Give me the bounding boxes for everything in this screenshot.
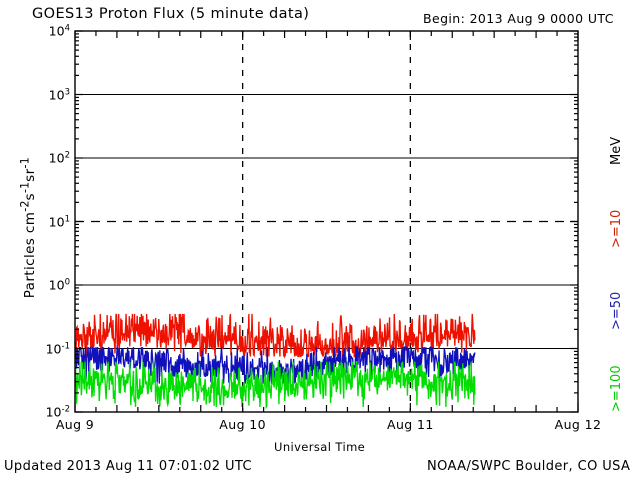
y-tick-label: 10-2 — [45, 404, 70, 420]
updated-timestamp: Updated 2013 Aug 11 07:01:02 UTC — [4, 459, 252, 474]
y-tick-label: 100 — [48, 277, 70, 293]
x-tick-label: Aug 11 — [387, 417, 434, 432]
y-tick-labels: 10-2 10-1 100 101 102 103 104 — [22, 0, 70, 480]
y-tick-label: 103 — [48, 86, 70, 102]
x-tick-label: Aug 10 — [219, 417, 266, 432]
data-trace-ge100 — [74, 361, 476, 410]
y-tick-label: 104 — [48, 23, 70, 39]
data-trace-ge10 — [74, 313, 476, 360]
x-tick-label: Aug 12 — [554, 417, 602, 432]
x-tick-label: Aug 9 — [55, 417, 95, 432]
credit-label: NOAA/SWPC Boulder, CO USA — [427, 459, 631, 474]
begin-time-label: Begin: 2013 Aug 9 0000 UTC — [423, 11, 614, 26]
x-axis-title: Universal Time — [274, 440, 366, 454]
page-title: GOES13 Proton Flux (5 minute data) — [32, 6, 310, 22]
y-tick-label: 10-1 — [45, 340, 70, 356]
y-tick-label: 102 — [48, 150, 70, 166]
side-label-ge10: >=10 — [609, 209, 624, 248]
side-label-units: MeV — [609, 136, 624, 165]
side-label-ge100: >=100 — [609, 365, 624, 412]
y-tick-label: 101 — [48, 213, 70, 229]
side-label-ge50: >=50 — [609, 291, 624, 330]
